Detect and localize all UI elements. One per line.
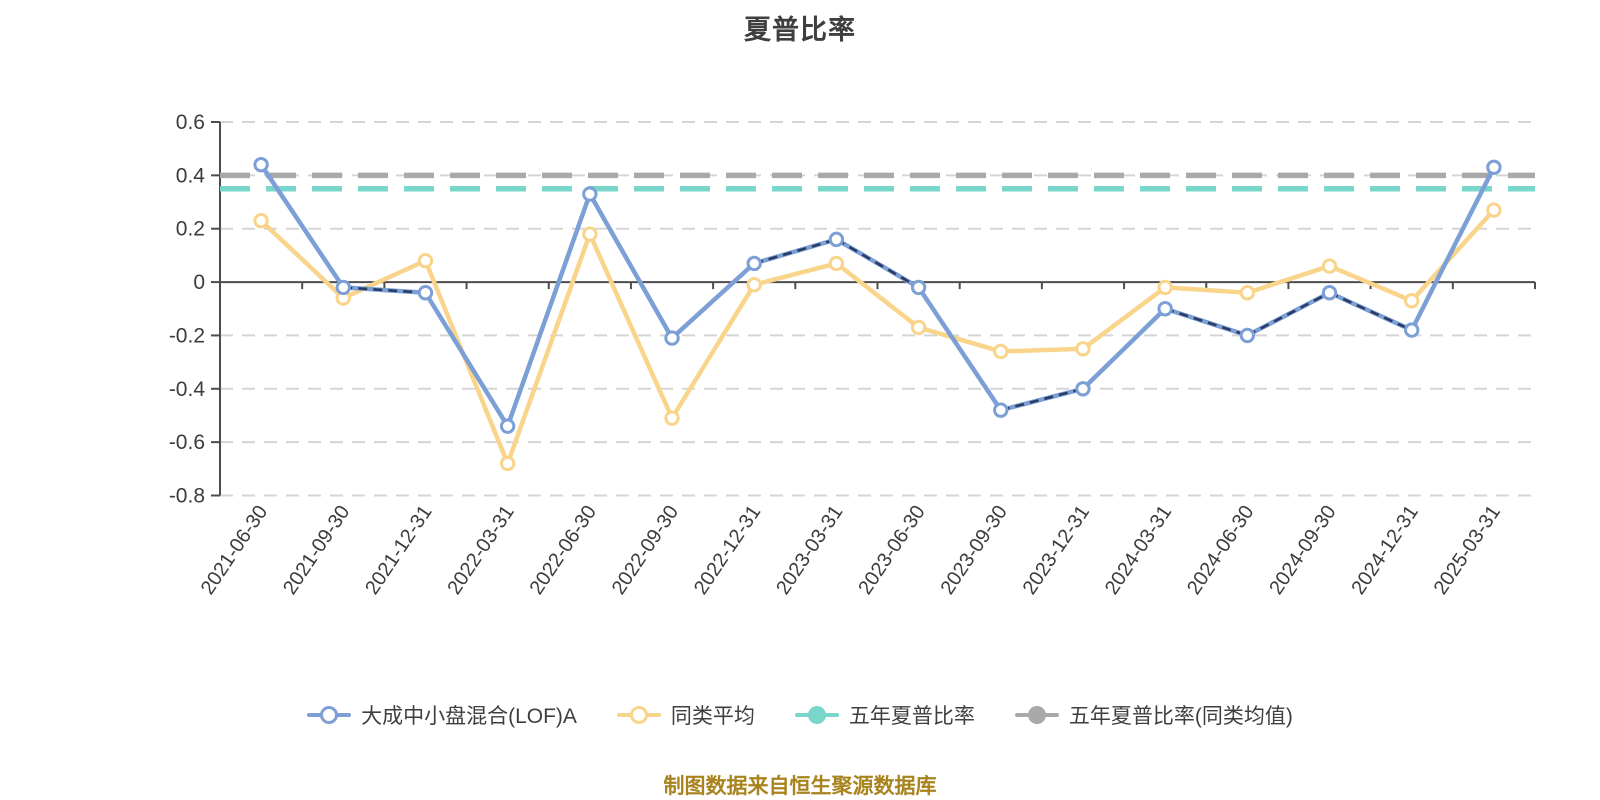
x-axis-tick-label: 2021-12-31 [361,501,436,598]
x-axis-tick-label: 2023-06-30 [854,501,929,598]
data-point-大成中小盘混合(LOF)A-5[interactable] [664,330,680,346]
x-axis-tick-label: 2022-12-31 [690,501,765,598]
data-point-同类平均-9[interactable] [993,343,1009,360]
peer-line-marker-icon [616,705,661,725]
data-point-同类平均-6[interactable] [746,277,762,293]
data-point-同类平均-7[interactable] [828,255,845,272]
data-point-大成中小盘混合(LOF)A-12[interactable] [1239,327,1256,344]
data-point-同类平均-10[interactable] [1075,341,1091,357]
legend-item-five-year-sharpe[interactable]: 五年夏普比率 [794,700,975,730]
data-point-同类平均-2[interactable] [417,253,434,269]
y-axis-tick-label: 0 [193,271,205,294]
line-同类平均 [258,207,1497,466]
line-overlay-dash [1246,291,1331,337]
y-axis-tick-label: -0.2 [169,324,205,347]
legend-item-peer-average[interactable]: 同类平均 [616,700,755,730]
fund-line-marker-icon [307,705,352,725]
data-point-大成中小盘混合(LOF)A-2[interactable] [417,285,434,301]
legend-label: 五年夏普比率 [848,705,975,728]
five-year-line-marker-icon [794,705,839,725]
x-axis-tick-label: 2021-06-30 [197,501,272,598]
y-axis-tick-label: 0.2 [176,218,205,241]
x-axis-tick-label: 2024-09-30 [1265,501,1340,598]
legend-label: 同类平均 [670,705,755,728]
data-point-同类平均-0[interactable] [253,213,269,229]
data-point-大成中小盘混合(LOF)A-7[interactable] [828,231,845,248]
line-overlay-dash [343,286,426,295]
x-axis-tick-label: 2023-03-31 [772,501,847,598]
data-point-大成中小盘混合(LOF)A-0[interactable] [253,156,269,173]
y-axis-tick-label: 0.6 [176,111,205,134]
x-axis-tick-label: 2025-03-31 [1430,501,1505,598]
legend: 大成中小盘混合(LOF)A 同类平均 五年夏普比率 五年夏普比率(同类均值) [0,700,1600,730]
axes [211,121,1536,497]
y-axis-tick-label: 0.4 [176,164,206,187]
data-point-大成中小盘混合(LOF)A-1[interactable] [335,279,351,296]
data-point-大成中小盘混合(LOF)A-6[interactable] [746,255,762,272]
legend-item-five-year-sharpe-peer-avg[interactable]: 五年夏普比率(同类均值) [1014,700,1293,730]
data-point-大成中小盘混合(LOF)A-14[interactable] [1404,322,1420,338]
x-axis-tick-label: 2024-03-31 [1101,501,1176,598]
data-point-大成中小盘混合(LOF)A-15[interactable] [1486,159,1502,176]
y-axis-tick-label: -0.6 [169,431,205,454]
x-axis-tick-label: 2024-06-30 [1183,501,1258,598]
data-point-同类平均-14[interactable] [1404,293,1420,309]
legend-label: 大成中小盘混合(LOF)A [361,705,577,728]
line-overlay-dash [835,238,920,289]
data-point-同类平均-13[interactable] [1321,258,1338,274]
x-axis-tick-label: 2023-09-30 [936,501,1011,598]
data-point-同类平均-15[interactable] [1486,202,1502,218]
data-source-note: 制图数据来自恒生聚源数据库 [663,775,937,798]
data-point-同类平均-4[interactable] [582,226,598,242]
data-point-大成中小盘混合(LOF)A-13[interactable] [1321,285,1338,301]
data-point-大成中小盘混合(LOF)A-11[interactable] [1157,301,1173,317]
x-axis-tick-label: 2022-03-31 [443,501,518,598]
data-point-同类平均-3[interactable] [499,455,516,472]
line-overlay-dash [1328,291,1413,332]
y-axis-tick-label: -0.4 [169,378,206,401]
x-axis-tick-label: 2021-09-30 [279,501,354,598]
data-point-大成中小盘混合(LOF)A-10[interactable] [1075,381,1091,397]
five-year-avg-line-marker-icon [1014,705,1059,725]
legend-item-fund[interactable]: 大成中小盘混合(LOF)A [307,700,577,730]
series [220,156,1535,472]
x-axis-tick-label: 2023-12-31 [1019,501,1094,598]
y-axis-tick-label: -0.8 [169,485,205,508]
x-axis-tick-label: 2024-12-31 [1347,501,1422,598]
data-point-同类平均-11[interactable] [1157,279,1173,296]
data-point-大成中小盘混合(LOF)A-9[interactable] [993,402,1009,418]
legend-label: 五年夏普比率(同类均值) [1068,705,1293,728]
x-axis-tick-label: 2022-06-30 [526,501,601,598]
data-point-大成中小盘混合(LOF)A-3[interactable] [499,418,516,434]
chart-title: 夏普比率 [744,15,856,45]
data-point-大成中小盘混合(LOF)A-4[interactable] [582,186,598,202]
data-point-大成中小盘混合(LOF)A-8[interactable] [910,279,927,296]
data-point-同类平均-5[interactable] [664,410,680,426]
data-point-同类平均-12[interactable] [1239,285,1256,301]
data-point-同类平均-8[interactable] [910,319,927,336]
x-axis-tick-label: 2022-09-30 [608,501,683,598]
